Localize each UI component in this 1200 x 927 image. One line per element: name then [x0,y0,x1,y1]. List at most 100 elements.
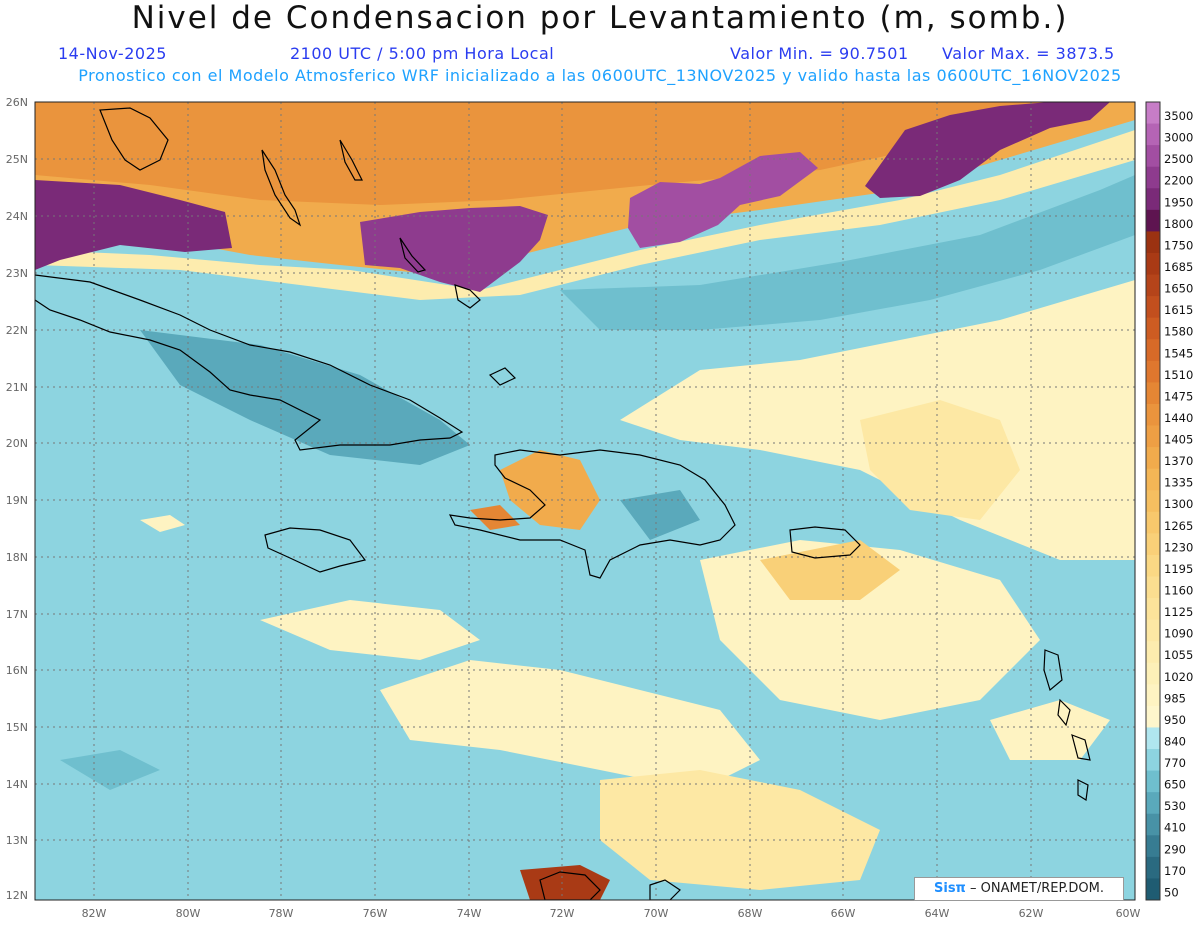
colorbar-swatch [1146,533,1160,556]
field-yellow-transition [35,130,1135,300]
coast-cuba [35,274,464,451]
colorbar-swatch [1146,576,1160,599]
colorbar-swatch [1146,835,1160,858]
colorbar-swatch [1146,145,1160,168]
colorbar-swatch [1146,403,1160,427]
colorbar-label: 170 [1164,864,1186,878]
colorbar-swatch [1146,511,1160,534]
colorbar-label: 50 [1164,885,1179,899]
lat-label: 15N [6,721,28,734]
colorbar-label: 650 [1164,778,1186,792]
value-max: Valor Max. = 3873.5 [942,44,1115,63]
colorbar-label: 770 [1164,756,1186,770]
colorbar-label: 985 [1164,691,1186,705]
colorbar-label: 1475 [1164,389,1193,403]
colorbar-label: 1685 [1164,260,1193,274]
lon-label: 82W [82,907,107,920]
colorbar-swatch [1146,339,1160,362]
field-purple-central [628,152,818,248]
colorbar: 3500 3000 2500 2200 1950 1800 1750 1685 1650 1615… [1145,101,1193,901]
lat-label: 25N [6,153,28,166]
value-min: Valor Min. = 90.7501 [730,44,909,63]
colorbar-label: 290 [1164,842,1186,856]
map-frame [34,101,1136,901]
coastlines [35,107,1091,900]
field-teal-atlantic [560,175,1135,330]
field-yellow-patch-2 [990,700,1110,760]
colorbar-swatch [1146,317,1160,340]
colorbar-swatch [1146,641,1160,664]
colorbar-swatch [1146,274,1160,297]
colorbar-label: 530 [1164,799,1186,813]
colorbar-swatch [1146,770,1160,793]
graticule [35,102,1135,900]
colorbar-swatch [1146,490,1160,513]
lat-label: 21N [6,381,28,394]
colorbar-swatch [1146,619,1160,642]
lon-label: 76W [363,907,388,920]
forecast-date: 14-Nov-2025 [58,44,167,63]
coast-jamaica [264,527,367,573]
field-orange-haiti [500,450,600,530]
colorbar-label: 1335 [1164,476,1193,490]
coast-st-lucia [1077,779,1089,802]
coast-dominica [1057,698,1071,727]
lat-label: 24N [6,210,28,223]
colorbar-label: 1265 [1164,519,1193,533]
field-yellow-east-inner [860,400,1020,520]
colorbar-label: 2500 [1164,152,1193,166]
map-title: Nivel de Condensacion por Levantamiento … [131,0,1069,36]
lat-axis: 26N 25N 24N 23N 22N 21N 20N 19N 18N 17N … [6,96,28,902]
colorbar-swatch [1146,878,1160,901]
lon-label: 78W [269,907,294,920]
colorbar-label: 3000 [1164,131,1193,145]
colorbar-label: 1405 [1164,433,1193,447]
colorbar-label: 2200 [1164,174,1193,188]
lon-axis: 82W 80W 78W 76W 74W 72W 70W 68W 66W 64W … [82,907,1141,920]
field-yellow-far-south [600,770,880,890]
colorbar-swatch [1146,360,1160,383]
lat-label: 18N [6,551,28,564]
colorbar-label: 950 [1164,713,1186,727]
coast-colombia [539,871,601,900]
field-purple-east [865,102,1110,198]
sispi-logo: Sisπ [934,881,966,896]
colorbar-label: 1615 [1164,303,1193,317]
colorbar-label: 1510 [1164,368,1193,382]
lon-label: 80W [176,907,201,920]
lon-label: 72W [550,907,575,920]
field-orange-southeast [760,540,900,600]
lat-label: 22N [6,324,28,337]
field-teal-patch-1 [60,750,160,790]
lon-label: 66W [831,907,856,920]
colorbar-label: 1370 [1164,454,1193,468]
colorbar-label: 410 [1164,821,1186,835]
lon-label: 70W [644,907,669,920]
coast-turks [488,367,517,386]
colorbar-label: 1650 [1164,282,1193,296]
colorbar-swatch [1146,749,1160,772]
colorbar-swatch [1146,727,1160,750]
colorbar-swatch [1146,856,1160,879]
lat-label: 23N [6,267,28,280]
colorbar-swatch [1146,296,1160,319]
lat-label: 19N [6,494,28,507]
colorbar-swatch [1146,554,1160,577]
colorbar-label: 1950 [1164,195,1193,209]
lat-label: 13N [6,834,28,847]
field-yellow-patch-1 [140,515,185,532]
coast-bahamas-1 [261,149,302,227]
lon-label: 60W [1116,907,1141,920]
colorbar-label: 1055 [1164,648,1193,662]
colorbar-swatch [1146,662,1160,685]
colorbar-swatch [1146,102,1160,125]
lat-label: 12N [6,889,28,902]
coast-hispaniola [448,449,736,579]
lat-label: 17N [6,608,28,621]
colorbar-label: 1800 [1164,217,1193,231]
coast-bahamas-3 [399,237,427,273]
colorbar-swatch [1146,231,1160,254]
coast-puerto-rico [789,526,861,559]
colorbar-swatch [1146,166,1160,189]
colorbar-swatch [1146,209,1160,232]
